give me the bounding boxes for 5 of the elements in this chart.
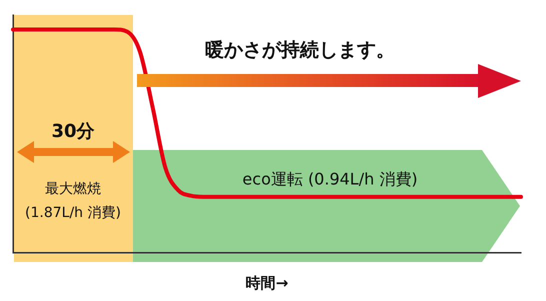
annotation: 30分 — [51, 120, 95, 143]
x-axis-title: 時間→ — [246, 274, 288, 292]
annotation: eco運転 (0.94L/h 消費) — [242, 170, 418, 190]
annotation: 暖かさが持続します。 — [205, 38, 395, 63]
annotation: 最大燃焼 (1.87L/h 消費) — [25, 180, 121, 223]
